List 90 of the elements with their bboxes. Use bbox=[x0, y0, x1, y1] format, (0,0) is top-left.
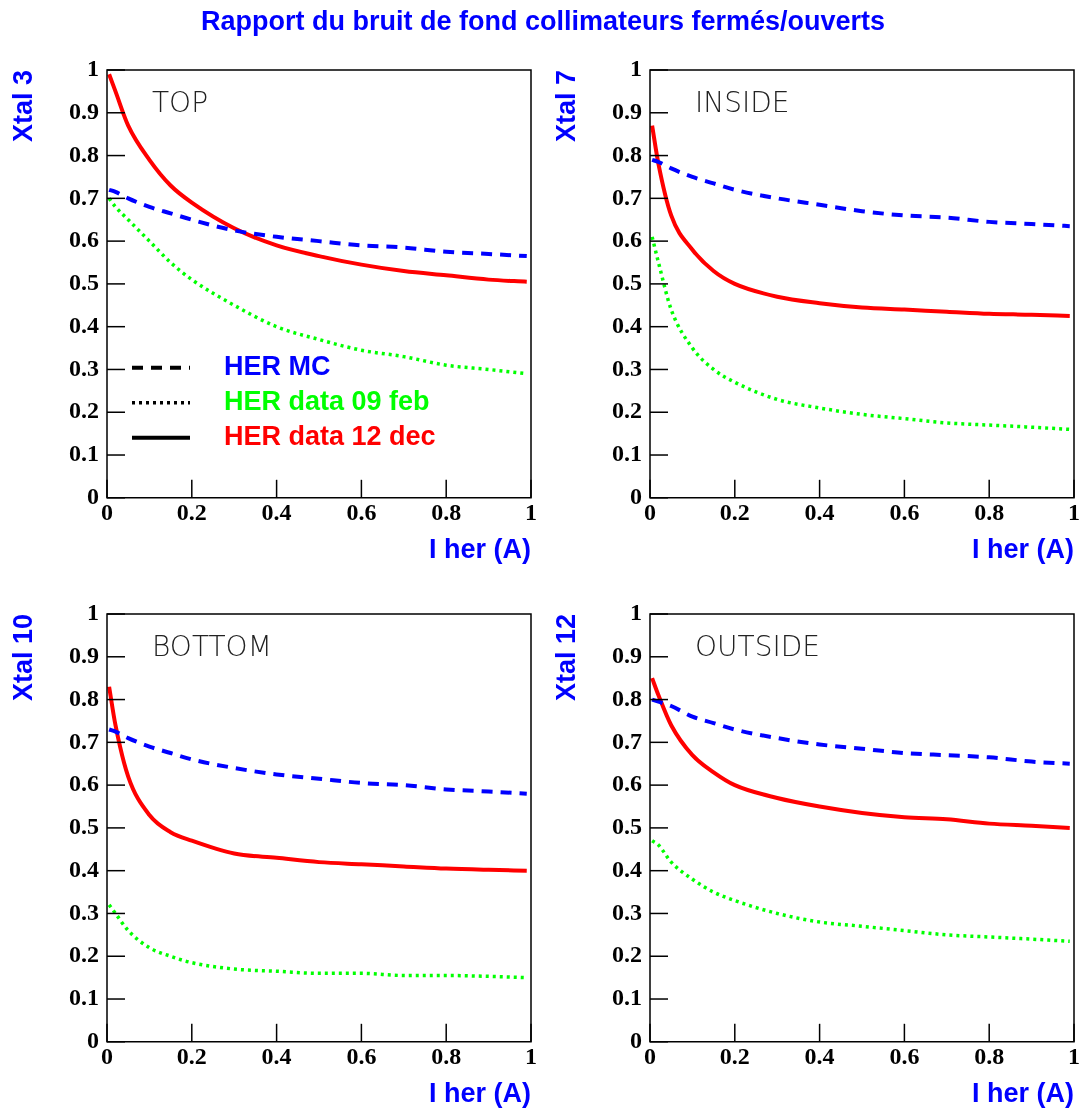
series-label: HER data 09 feb bbox=[224, 386, 430, 417]
y-tick-label: 0.2 bbox=[69, 397, 99, 424]
line-series bbox=[107, 684, 529, 873]
y-tick-label: 0 bbox=[630, 1027, 642, 1053]
x-tick-label: 0.4 bbox=[261, 499, 292, 526]
y-tick-label: 0.8 bbox=[612, 684, 642, 711]
y-tick-label: 0.1 bbox=[69, 440, 99, 467]
x-tick-label: 0.8 bbox=[974, 1043, 1005, 1070]
line-series bbox=[107, 187, 529, 259]
y-tick-label: 1 bbox=[630, 599, 642, 626]
line-series bbox=[650, 697, 1072, 766]
y-tick-label: 1 bbox=[630, 55, 642, 82]
line-series bbox=[650, 676, 1072, 830]
y-tick-label: 0.9 bbox=[69, 641, 99, 668]
y-tick-label: 0.7 bbox=[69, 183, 99, 210]
x-axis-title: I her (A) bbox=[428, 534, 531, 565]
y-axis-title: Xtal 3 bbox=[7, 70, 38, 143]
y-tick-label: 0.5 bbox=[69, 813, 99, 840]
y-tick-label: 0.9 bbox=[612, 641, 642, 668]
y-axis-title: Xtal 10 bbox=[7, 614, 38, 702]
y-tick-label: 0.9 bbox=[69, 97, 99, 124]
x-tick-label: 1 bbox=[525, 499, 537, 526]
y-tick-label: 0 bbox=[87, 483, 99, 509]
x-tick-label: 0.6 bbox=[889, 499, 920, 526]
annotation: BOTTOM bbox=[152, 630, 272, 664]
y-tick-label: 1 bbox=[87, 599, 99, 626]
y-tick-label: 0.2 bbox=[612, 941, 642, 968]
x-axis-title: I her (A) bbox=[428, 1078, 531, 1109]
y-tick-label: 0.3 bbox=[69, 898, 99, 925]
x-tick-label: 0.8 bbox=[431, 499, 462, 526]
y-tick-label: 0.7 bbox=[612, 727, 642, 754]
y-tick-label: 0 bbox=[87, 1027, 99, 1053]
x-tick-label: 0.4 bbox=[804, 499, 835, 526]
line-series bbox=[650, 157, 1072, 229]
y-tick-label: 0.6 bbox=[612, 226, 642, 253]
y-axis-title: Xtal 7 bbox=[550, 70, 581, 143]
x-tick-label: 0.8 bbox=[431, 1043, 462, 1070]
x-tick-label: 0.2 bbox=[719, 499, 750, 526]
x-tick-label: 1 bbox=[525, 1043, 537, 1070]
y-tick-label: 0.4 bbox=[69, 855, 99, 882]
x-tick-label: 1 bbox=[1068, 1043, 1080, 1070]
y-tick-label: 0.4 bbox=[612, 311, 642, 338]
x-tick-label: 0.4 bbox=[261, 1043, 292, 1070]
annotation: INSIDE bbox=[695, 86, 790, 120]
text: HER MC bbox=[224, 351, 331, 382]
y-tick-label: 0.5 bbox=[612, 813, 642, 840]
y-tick-label: 0.4 bbox=[612, 855, 642, 882]
line-series bbox=[650, 123, 1072, 318]
x-tick-label: 0.2 bbox=[176, 1043, 207, 1070]
x-tick-label: 0.6 bbox=[346, 1043, 377, 1070]
line-series bbox=[650, 235, 1072, 432]
y-tick-label: 0 bbox=[630, 483, 642, 509]
x-tick-label: 1 bbox=[1068, 499, 1080, 526]
y-tick-label: 0.3 bbox=[69, 354, 99, 381]
text: HER data 12 dec bbox=[224, 421, 436, 452]
y-tick-label: 0.7 bbox=[612, 183, 642, 210]
y-tick-label: 0.8 bbox=[612, 140, 642, 167]
line-series bbox=[650, 838, 1072, 944]
y-tick-label: 0.4 bbox=[69, 311, 99, 338]
x-tick-label: 0.6 bbox=[346, 499, 377, 526]
annotation: TOP bbox=[152, 86, 209, 120]
x-axis-title: I her (A) bbox=[971, 1078, 1074, 1109]
y-tick-label: 0.1 bbox=[69, 984, 99, 1011]
y-tick-label: 0.5 bbox=[69, 269, 99, 296]
y-tick-label: 0.7 bbox=[69, 727, 99, 754]
chart-title: Rapport du bruit de fond collimateurs fermés/ouverts bbox=[199, 6, 887, 37]
y-tick-label: 1 bbox=[87, 55, 99, 82]
y-tick-label: 0.6 bbox=[612, 770, 642, 797]
x-axis-title: I her (A) bbox=[971, 534, 1074, 565]
x-tick-label: 0.2 bbox=[176, 499, 207, 526]
x-tick-label: 0.6 bbox=[889, 1043, 920, 1070]
y-tick-label: 0.8 bbox=[69, 684, 99, 711]
y-tick-label: 0.2 bbox=[612, 397, 642, 424]
y-tick-label: 0.9 bbox=[612, 97, 642, 124]
y-tick-label: 0.5 bbox=[612, 269, 642, 296]
y-axis-title: Xtal 12 bbox=[550, 614, 581, 702]
line-series bbox=[107, 72, 529, 284]
y-tick-label: 0.3 bbox=[612, 354, 642, 381]
y-tick-label: 0.3 bbox=[612, 898, 642, 925]
x-tick-label: 0.2 bbox=[719, 1043, 750, 1070]
y-tick-label: 0.6 bbox=[69, 226, 99, 253]
y-tick-label: 0.8 bbox=[69, 140, 99, 167]
annotation: OUTSIDE bbox=[695, 630, 820, 664]
y-tick-label: 0.1 bbox=[612, 984, 642, 1011]
line-series bbox=[107, 727, 529, 796]
x-tick-label: 0.8 bbox=[974, 499, 1005, 526]
y-tick-label: 0.1 bbox=[612, 440, 642, 467]
y-tick-label: 0.2 bbox=[69, 941, 99, 968]
x-tick-label: 0.4 bbox=[804, 1043, 835, 1070]
y-tick-label: 0.6 bbox=[69, 770, 99, 797]
